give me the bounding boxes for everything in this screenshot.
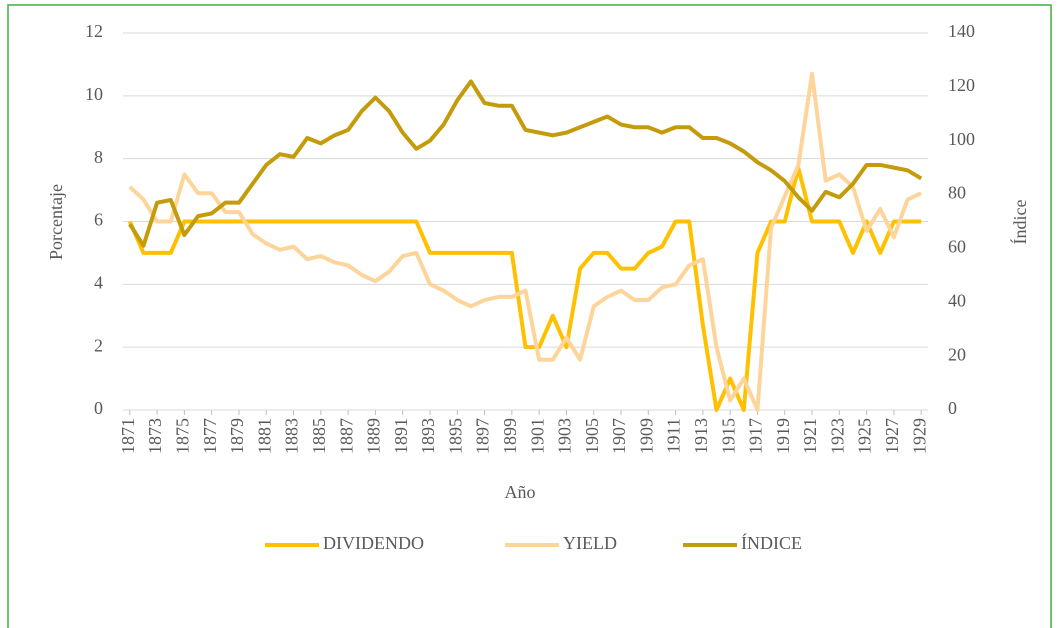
x-tick-label: 1905	[582, 418, 602, 454]
y2-tick-label: 0	[948, 398, 957, 418]
series-line	[127, 166, 922, 412]
y2-tick-label: 100	[948, 129, 975, 149]
x-tick-label: 1909	[636, 418, 656, 454]
y2-axis-label: Índice	[1009, 200, 1030, 245]
x-tick-label: 1901	[527, 418, 547, 454]
x-tick-label: 1899	[500, 418, 520, 454]
y-tick-label: 0	[94, 398, 103, 418]
series-line	[128, 79, 923, 248]
y2-tick-label: 140	[948, 21, 975, 41]
x-tick-label: 1879	[227, 418, 247, 454]
legend-label: YIELD	[563, 533, 617, 553]
y-tick-label: 4	[94, 272, 103, 292]
y-tick-label: 8	[94, 147, 103, 167]
y2-tick-label: 40	[948, 290, 966, 310]
x-tick-label: 1919	[773, 418, 793, 454]
x-tick-label: 1883	[282, 418, 302, 454]
x-tick-label: 1903	[555, 418, 575, 454]
x-tick-label: 1927	[882, 418, 902, 454]
x-tick-label: 1915	[718, 418, 738, 454]
x-tick-label: 1885	[309, 418, 329, 454]
x-tick-label: 1925	[855, 418, 875, 454]
y-tick-label: 10	[85, 84, 103, 104]
x-tick-label: 1889	[364, 418, 384, 454]
x-tick-label: 1893	[418, 418, 438, 454]
x-tick-label: 1871	[118, 418, 138, 454]
y-axis-label: Porcentaje	[46, 184, 66, 260]
y2-tick-label: 120	[948, 75, 975, 95]
legend-label: DIVIDENDO	[323, 533, 424, 553]
y2-tick-label: 80	[948, 183, 966, 203]
x-tick-label: 1873	[145, 418, 165, 454]
y2-tick-label: 20	[948, 344, 966, 364]
x-tick-label: 1913	[691, 418, 711, 454]
x-tick-label: 1881	[254, 418, 274, 454]
x-tick-label: 1877	[200, 418, 220, 454]
x-tick-label: 1923	[827, 418, 847, 454]
frame	[7, 4, 1052, 628]
x-tick-label: 1921	[800, 418, 820, 454]
series-line	[128, 71, 923, 412]
x-tick-label: 1897	[473, 418, 493, 454]
x-tick-label: 1887	[336, 418, 356, 454]
y2-tick-label: 60	[948, 237, 966, 257]
legend-label: ÍNDICE	[741, 532, 802, 553]
x-axis-label: Año	[505, 482, 536, 502]
x-tick-label: 1891	[391, 418, 411, 454]
x-tick-label: 1917	[746, 418, 766, 454]
y-tick-label: 12	[85, 21, 103, 41]
x-tick-label: 1875	[173, 418, 193, 454]
x-tick-label: 1895	[445, 418, 465, 454]
x-tick-label: 1907	[609, 418, 629, 454]
y-tick-label: 2	[94, 335, 103, 355]
x-tick-label: 1929	[909, 418, 929, 454]
y-tick-label: 6	[94, 210, 103, 230]
x-tick-label: 1911	[664, 418, 684, 453]
